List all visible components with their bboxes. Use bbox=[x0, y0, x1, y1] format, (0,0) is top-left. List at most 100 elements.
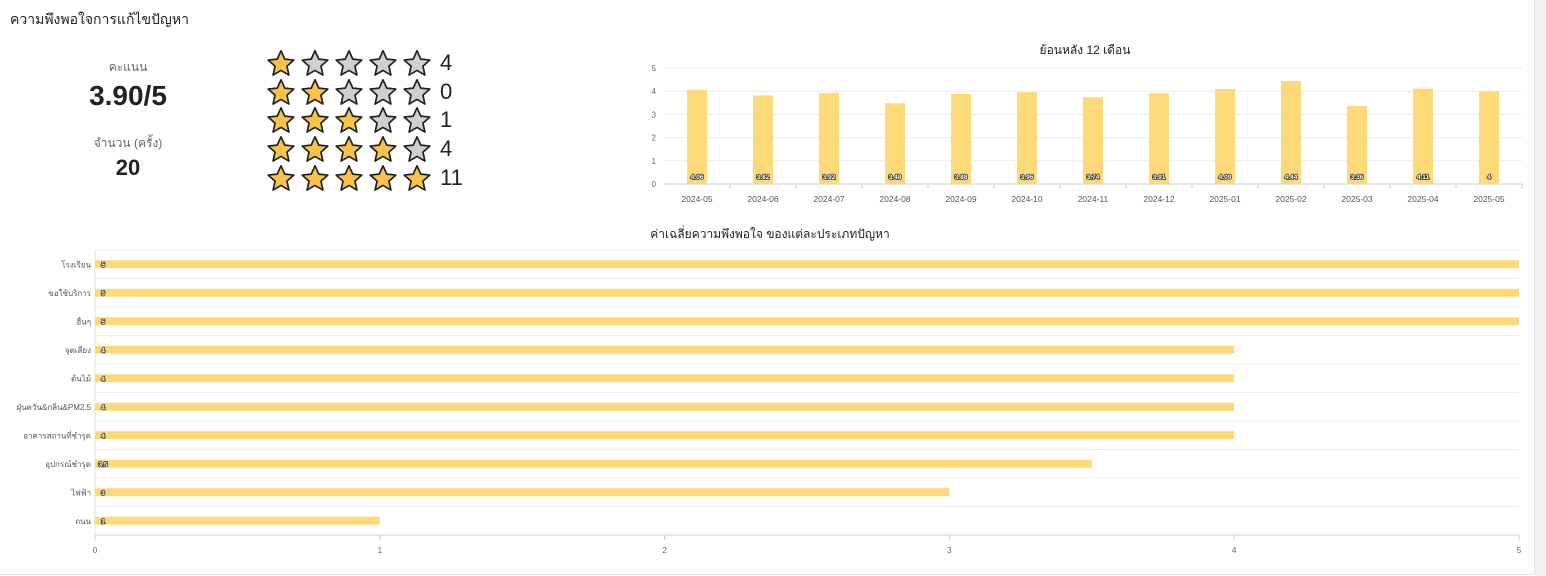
month-bar bbox=[1479, 91, 1499, 184]
month-bar bbox=[1017, 92, 1037, 184]
star-icon bbox=[266, 78, 300, 106]
category-label: โรงเรียน bbox=[61, 259, 91, 269]
star-icon bbox=[402, 106, 436, 134]
score-label: คะแนน bbox=[108, 60, 148, 74]
bar-value-label: 4 bbox=[101, 347, 105, 354]
scrollbar[interactable] bbox=[1535, 0, 1546, 576]
monthly-chart: 0 1 2 3 4 5 4.06 2024-05 3.82 2024-06 3.92 2024-07 3… bbox=[652, 64, 1523, 204]
category-label: ไฟฟ้า bbox=[70, 488, 91, 497]
x-tick-label: 2025-01 bbox=[1209, 194, 1240, 204]
star-icon bbox=[334, 164, 368, 192]
month-bar bbox=[819, 93, 839, 184]
bar-value-label: 4 bbox=[1487, 174, 1491, 181]
count-label: จำนวน (ครั้ง) bbox=[93, 136, 163, 150]
x-tick-label: 2024-06 bbox=[747, 194, 778, 204]
star-icon bbox=[368, 49, 402, 77]
x-tick-label: 2024-09 bbox=[945, 194, 976, 204]
bar-value-label: 3.36 bbox=[1351, 174, 1364, 181]
rating-count: 1 bbox=[440, 107, 453, 133]
category-label: ถนน bbox=[75, 517, 91, 526]
bar-value-label: 4.44 bbox=[1285, 174, 1298, 181]
x-tick-label: 2024-10 bbox=[1011, 194, 1042, 204]
x-tick-label: 1 bbox=[378, 546, 383, 555]
category-bar bbox=[95, 488, 950, 497]
bar-value-label: 3.82 bbox=[757, 174, 770, 181]
star-icon bbox=[368, 106, 402, 134]
y-tick-label: 3 bbox=[652, 110, 657, 119]
category-bar bbox=[95, 288, 1519, 297]
star-icon bbox=[266, 135, 300, 163]
y-tick-label: 0 bbox=[652, 180, 657, 189]
bar-value-label: 3.5 bbox=[98, 461, 107, 468]
month-bar bbox=[885, 103, 905, 184]
category-bar bbox=[95, 402, 1235, 411]
rating-count: 0 bbox=[440, 78, 453, 104]
y-tick-label: 5 bbox=[652, 64, 657, 73]
x-tick-label: 3 bbox=[947, 546, 952, 555]
month-bar bbox=[1083, 97, 1103, 184]
score-value: 3.90/5 bbox=[89, 80, 167, 111]
star-icon bbox=[402, 49, 436, 77]
bar-value-label: 4 bbox=[101, 376, 105, 383]
y-tick-label: 1 bbox=[652, 157, 657, 166]
star-icon bbox=[266, 164, 300, 192]
bar-value-label: 3.96 bbox=[1021, 174, 1034, 181]
category-label: ขอใช้บริการ bbox=[48, 289, 91, 298]
star-icon bbox=[402, 135, 436, 163]
count-value: 20 bbox=[115, 155, 141, 180]
bar-value-label: 3.91 bbox=[1153, 174, 1166, 181]
rating-row-2-star: 0 bbox=[266, 78, 453, 106]
category-label: อุปกรณ์ชำรุด bbox=[45, 459, 91, 469]
star-icon bbox=[402, 78, 436, 106]
month-bar bbox=[951, 93, 971, 184]
category-bar bbox=[95, 374, 1235, 383]
star-icon bbox=[266, 49, 300, 77]
star-icon bbox=[368, 164, 402, 192]
x-tick-label: 2024-11 bbox=[1078, 194, 1109, 204]
bar-value-label: 3.48 bbox=[889, 174, 902, 181]
x-tick-label: 4 bbox=[1232, 546, 1237, 555]
bar-value-label: 4.09 bbox=[1219, 174, 1232, 181]
month-bar bbox=[687, 89, 707, 184]
x-tick-label: 2024-07 bbox=[813, 194, 844, 204]
category-chart: 0 1 2 3 4 5 โรงเรียน 5 ขอใช้บริการ 5 อื่นๆ 5 จุดเสี่… bbox=[17, 249, 1522, 555]
category-label: ต้นไม้ bbox=[71, 374, 91, 383]
bar-value-label: 4 bbox=[101, 433, 105, 440]
x-tick-label: 0 bbox=[93, 546, 98, 555]
star-icon bbox=[300, 78, 334, 106]
card-title: ความพึงพอใจการแก้ไขปัญหา bbox=[10, 11, 189, 27]
star-icon bbox=[402, 164, 436, 192]
star-icon bbox=[368, 78, 402, 106]
bar-value-label: 5 bbox=[101, 319, 105, 326]
star-icon bbox=[334, 135, 368, 163]
category-bar bbox=[95, 317, 1519, 326]
month-bar bbox=[1347, 106, 1367, 184]
bar-value-label: 3 bbox=[101, 490, 105, 497]
rating-row-3-star: 1 bbox=[266, 106, 453, 134]
month-bar bbox=[753, 95, 773, 184]
category-label: อาคารสถานที่ชำรุด bbox=[23, 429, 91, 440]
month-bar bbox=[1281, 80, 1301, 184]
x-tick-label: 2024-12 bbox=[1143, 194, 1174, 204]
star-icon bbox=[266, 106, 300, 134]
x-tick-label: 2025-05 bbox=[1473, 194, 1504, 204]
monthly-chart-title: ย้อนหลัง 12 เดือน bbox=[1039, 43, 1131, 57]
bar-value-label: 4 bbox=[101, 404, 105, 411]
x-tick-label: 2025-03 bbox=[1341, 194, 1372, 204]
x-tick-label: 5 bbox=[1517, 546, 1522, 555]
bar-value-label: 3.88 bbox=[955, 174, 968, 181]
category-chart-title: ค่าเฉลี่ยความพึงพอใจ ของแต่ละประเภทปัญหา bbox=[650, 227, 890, 241]
rating-row-5-star: 11 bbox=[266, 164, 463, 192]
bar-value-label: 5 bbox=[101, 290, 105, 297]
bar-value-label: 5 bbox=[101, 262, 105, 269]
month-bar bbox=[1215, 89, 1235, 184]
star-icon bbox=[300, 49, 334, 77]
x-tick-label: 2 bbox=[662, 546, 667, 555]
x-tick-label: 2024-08 bbox=[879, 194, 910, 204]
y-tick-label: 4 bbox=[652, 87, 657, 96]
y-tick-label: 2 bbox=[652, 134, 657, 143]
category-bar bbox=[95, 516, 380, 525]
rating-count: 4 bbox=[440, 50, 453, 75]
star-icon bbox=[334, 78, 368, 106]
bar-value-label: 3.74 bbox=[1087, 174, 1100, 181]
